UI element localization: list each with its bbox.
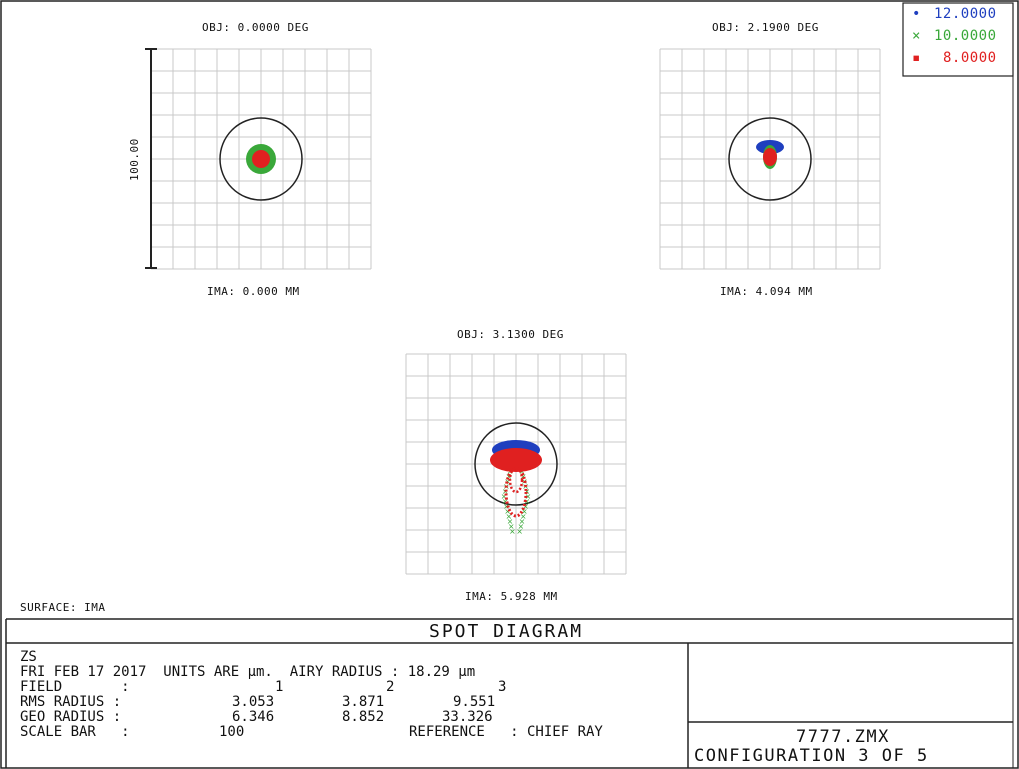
rms-value-1: 3.053 (232, 694, 275, 710)
legend-item-8: ▪ 8.0000 (912, 50, 997, 72)
spot-10-um-point: × (504, 507, 511, 516)
legend-item-10: × 10.0000 (912, 28, 997, 50)
rms-value-2: 3.871 (342, 694, 385, 710)
rms-label: RMS RADIUS : (20, 694, 122, 710)
scale-bar (145, 48, 157, 269)
surface-label: SURFACE: IMA (20, 601, 106, 614)
legend-item-12: • 12.0000 (912, 6, 997, 28)
field-value-3: 3 (498, 679, 507, 695)
spot-8-um-tail (504, 466, 528, 518)
spot-8-um-tail-inner (508, 466, 524, 494)
airy-disk-circle (474, 422, 558, 506)
spot-10-um-point: × (501, 492, 508, 501)
panel-2-spot-plot (659, 48, 881, 270)
spot-10-um-point: × (508, 522, 515, 531)
spot-10-um-point: × (520, 512, 527, 521)
panel-2-ima-label: IMA: 4.094 MM (720, 285, 813, 298)
legend-label: 10.0000 (934, 28, 997, 44)
field-value-1: 1 (275, 679, 284, 695)
scale-label: SCALE BAR : (20, 724, 130, 740)
field-value-2: 2 (386, 679, 395, 695)
panel-2-obj-label: OBJ: 2.1900 DEG (712, 21, 819, 34)
spot-10-um-point: × (505, 512, 512, 521)
panel-1-ima-label: IMA: 0.000 MM (207, 285, 300, 298)
legend-label: 12.0000 (934, 6, 997, 22)
spot-10-um-point: × (517, 522, 524, 531)
geo-value-2: 8.852 (342, 709, 385, 725)
legend-box (902, 2, 1014, 77)
spot-10-um-point: × (525, 492, 532, 501)
spot-10-um-point: × (507, 517, 514, 526)
panel-1-spot-plot (150, 48, 372, 270)
panel-3-spot-plot: ×××××××××××××××××××××××××××× (405, 353, 627, 575)
spot-10-um-point: × (519, 517, 526, 526)
panel-3-ima-label: IMA: 5.928 MM (465, 590, 558, 603)
spot-10-um-point: × (523, 487, 530, 496)
spot-8-um (490, 448, 542, 472)
legend-marker-cross-icon: × (912, 28, 921, 44)
spot-10-um-point: × (502, 497, 509, 506)
file-name: 7777.ZMX (796, 727, 890, 747)
spot-10-um-point: × (505, 472, 512, 481)
spot-10-um-point: × (509, 527, 516, 536)
geo-value-3: 33.326 (442, 709, 493, 725)
spot-10-um-point: × (516, 527, 523, 536)
legend-marker-dot-icon: • (912, 6, 921, 22)
spot-10-um-point: × (502, 487, 509, 496)
geo-label: GEO RADIUS : (20, 709, 122, 725)
reference-text: REFERENCE : CHIEF RAY (409, 724, 603, 740)
geo-value-1: 6.346 (232, 709, 275, 725)
lens-name: ZS (20, 649, 37, 665)
spot-10-um-point: × (520, 472, 527, 481)
rms-value-3: 9.551 (453, 694, 496, 710)
panel-3-obj-label: OBJ: 3.1300 DEG (457, 328, 564, 341)
airy-disk-circle (728, 117, 812, 201)
spot-10-um-point: × (521, 507, 528, 516)
legend-label: 8.0000 (943, 50, 997, 66)
legend: • 12.0000 × 10.0000 ▪ 8.0000 (912, 6, 997, 72)
spot-8-um (252, 150, 270, 168)
spot-10-um-point: × (522, 502, 529, 511)
panel-1-obj-label: OBJ: 0.0000 DEG (202, 21, 309, 34)
scale-bar-label: 100.00 (128, 138, 141, 181)
airy-disk-circle (219, 117, 303, 201)
scale-value: 100 (219, 724, 245, 740)
spot-10-um-point: × (503, 502, 510, 511)
legend-marker-square-icon: ▪ (912, 50, 921, 66)
date-units-line: FRI FEB 17 2017 UNITS ARE µm. AIRY RADIU… (20, 664, 476, 680)
spot-8-um (763, 148, 777, 166)
spot-10-um-point: × (523, 497, 530, 506)
diagram-title: SPOT DIAGRAM (429, 621, 584, 642)
field-label: FIELD : (20, 679, 130, 695)
configuration-text: CONFIGURATION 3 OF 5 (694, 746, 929, 766)
